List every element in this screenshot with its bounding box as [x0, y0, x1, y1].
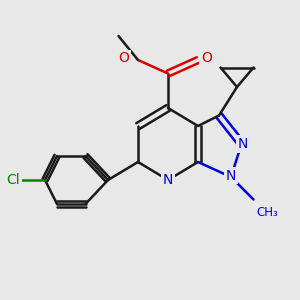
Text: Cl: Cl — [7, 173, 20, 187]
Text: O: O — [201, 52, 212, 65]
Text: CH₃: CH₃ — [256, 206, 278, 218]
Text: N: N — [226, 169, 236, 182]
Text: N: N — [238, 137, 248, 151]
Text: N: N — [163, 173, 173, 187]
Text: O: O — [119, 52, 130, 65]
